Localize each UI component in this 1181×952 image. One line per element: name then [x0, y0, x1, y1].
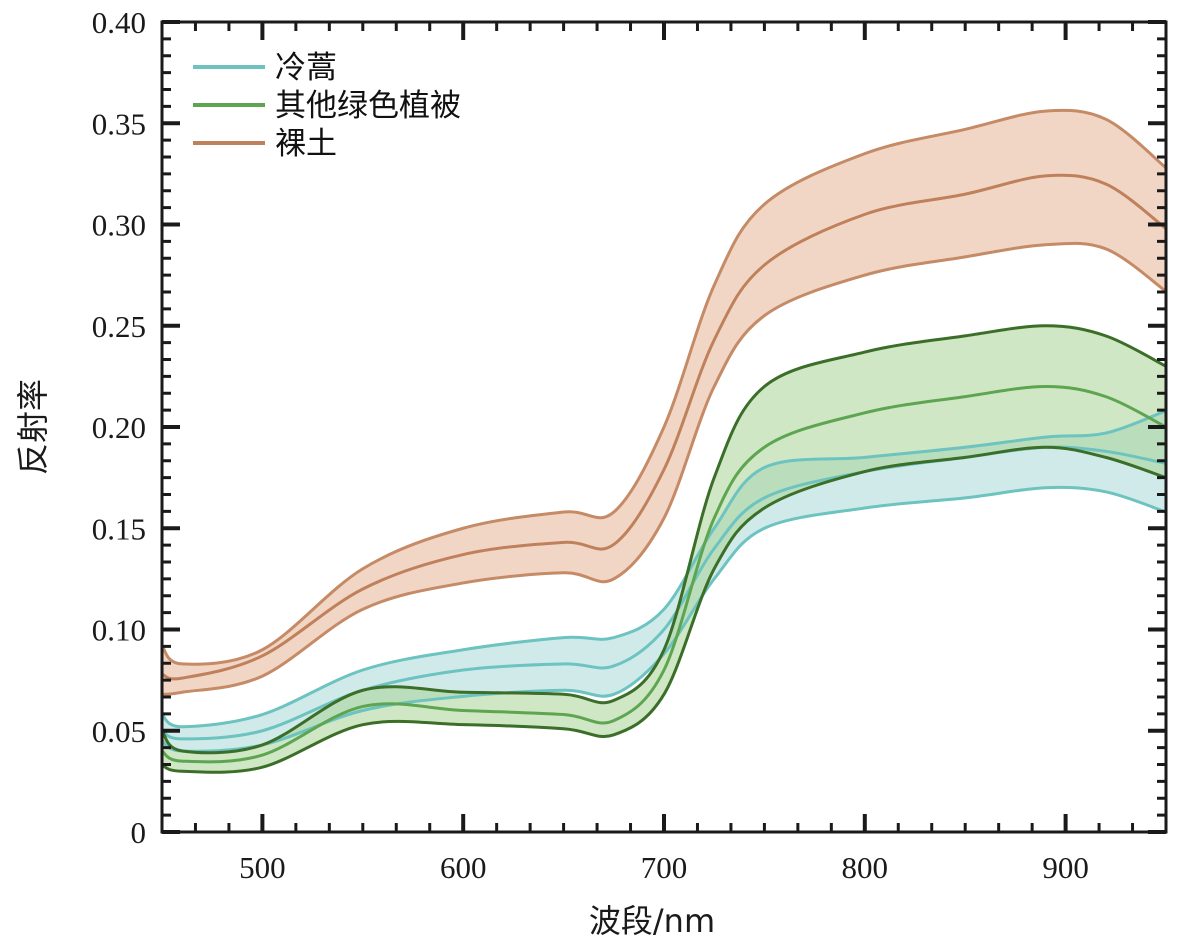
band-2	[162, 110, 1166, 695]
y-tick-label: 0.35	[92, 106, 146, 141]
y-tick-label: 0.30	[92, 208, 146, 243]
legend-label: 裸土	[275, 126, 337, 162]
y-tick-label: 0.05	[92, 714, 146, 749]
x-axis-label: 波段/nm	[589, 902, 715, 940]
y-tick-label: 0.20	[92, 410, 146, 445]
x-tick-label: 900	[1042, 850, 1089, 885]
legend-label: 其他绿色植被	[275, 88, 461, 124]
line-0-lower	[161, 485, 1167, 753]
y-tick-label: 0.25	[92, 309, 146, 344]
x-tick-label: 600	[440, 850, 487, 885]
y-tick-labels: 0 0.05 0.10 0.15 0.20 0.25 0.30 0.35 0.40	[92, 5, 146, 850]
line-2-lower	[161, 241, 1167, 696]
band-0	[162, 410, 1166, 752]
band-1	[162, 325, 1166, 773]
series-lines	[160, 108, 1167, 774]
line-2-upper	[160, 108, 1167, 666]
axis-ticks	[160, 20, 1168, 834]
line-1-lower	[161, 445, 1167, 774]
y-tick-label: 0	[131, 815, 147, 850]
line-2-mean	[161, 173, 1167, 681]
line-1-mean	[161, 384, 1167, 764]
x-tick-labels: 500 600 700 800 900	[239, 850, 1089, 885]
y-axis-label: 反射率	[14, 379, 52, 475]
legend-label: 冷蒿	[275, 50, 337, 86]
y-tick-label: 0.40	[92, 5, 146, 40]
x-tick-label: 700	[641, 850, 688, 885]
y-tick-label: 0.15	[92, 511, 146, 546]
line-0-upper	[160, 409, 1167, 729]
line-1-upper	[160, 324, 1167, 755]
x-tick-label: 800	[842, 850, 889, 885]
x-tick-label: 500	[239, 850, 286, 885]
y-tick-label: 0.10	[92, 613, 146, 648]
series-bands	[162, 110, 1166, 773]
